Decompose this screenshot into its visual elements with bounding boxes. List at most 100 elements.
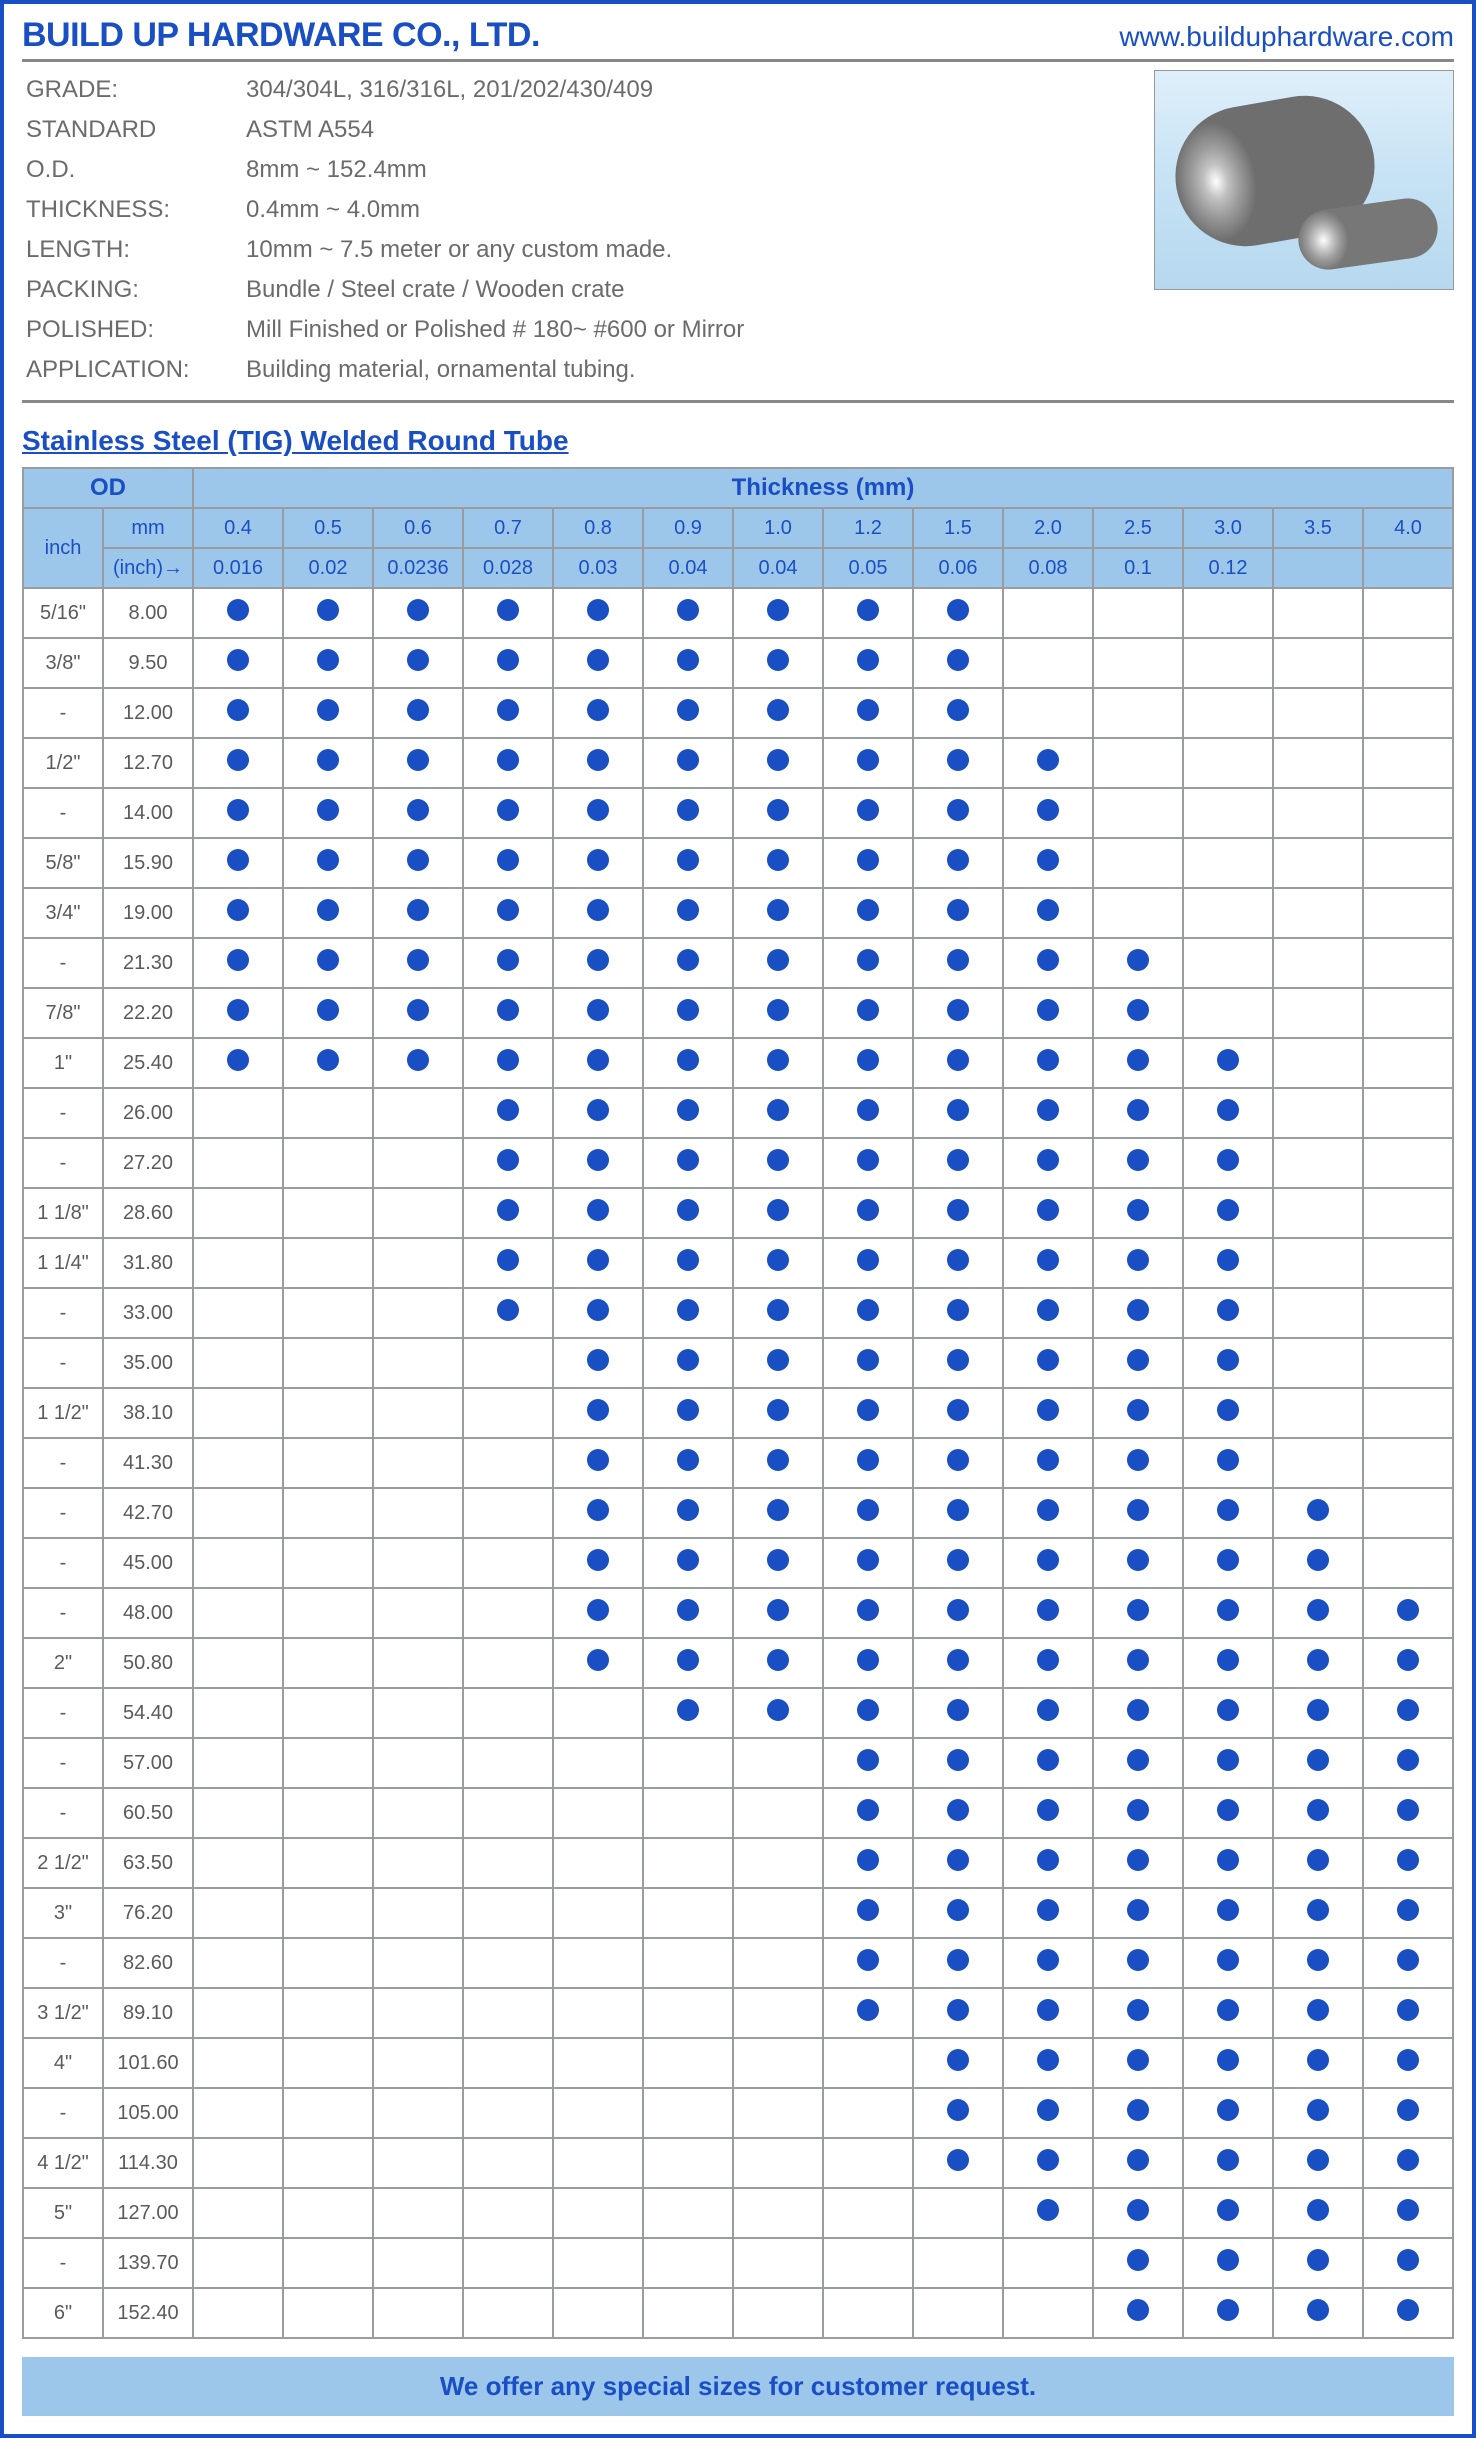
availability-dot-icon (317, 849, 339, 871)
od-mm-cell: 48.00 (103, 1588, 193, 1638)
table-row: -60.50 (23, 1788, 1453, 1838)
table-row: 3/8"9.50 (23, 638, 1453, 688)
availability-dot-icon (677, 699, 699, 721)
availability-dot-icon (1307, 1599, 1329, 1621)
availability-cell (643, 788, 733, 838)
availability-cell (553, 1238, 643, 1288)
availability-cell (193, 588, 283, 638)
availability-dot-icon (857, 1799, 879, 1821)
od-inch-cell: - (23, 788, 103, 838)
availability-cell (553, 2238, 643, 2288)
availability-dot-icon (1037, 1449, 1059, 1471)
availability-cell (733, 2088, 823, 2138)
availability-cell (1093, 988, 1183, 1038)
availability-dot-icon (947, 2049, 969, 2071)
availability-cell (463, 1338, 553, 1388)
availability-cell (463, 1788, 553, 1838)
availability-cell (553, 1138, 643, 1188)
availability-dot-icon (497, 749, 519, 771)
availability-cell (733, 1738, 823, 1788)
availability-dot-icon (857, 999, 879, 1021)
availability-dot-icon (407, 949, 429, 971)
availability-cell (553, 1838, 643, 1888)
availability-cell (193, 1038, 283, 1088)
thickness-inch-col: 0.06 (913, 548, 1003, 588)
availability-cell (283, 788, 373, 838)
availability-dot-icon (947, 899, 969, 921)
availability-cell (1003, 838, 1093, 888)
availability-dot-icon (767, 1699, 789, 1721)
od-inch-cell: 1/2" (23, 738, 103, 788)
spec-value: Bundle / Steel crate / Wooden crate (242, 270, 1134, 310)
availability-dot-icon (947, 949, 969, 971)
availability-cell (1363, 738, 1453, 788)
availability-dot-icon (947, 1549, 969, 1571)
availability-dot-icon (1127, 1799, 1149, 1821)
availability-cell (553, 1988, 643, 2038)
availability-cell (1183, 1038, 1273, 1088)
availability-cell (733, 1938, 823, 1988)
availability-dot-icon (1127, 1949, 1149, 1971)
table-row: -82.60 (23, 1938, 1453, 1988)
od-mm-cell: 27.20 (103, 1138, 193, 1188)
od-mm-cell: 57.00 (103, 1738, 193, 1788)
availability-cell (283, 1988, 373, 2038)
od-mm-cell: 82.60 (103, 1938, 193, 1988)
availability-cell (463, 838, 553, 888)
availability-cell (1093, 2238, 1183, 2288)
availability-dot-icon (317, 899, 339, 921)
availability-cell (283, 1838, 373, 1888)
availability-dot-icon (1127, 2299, 1149, 2321)
availability-cell (373, 2088, 463, 2138)
availability-dot-icon (1217, 1699, 1239, 1721)
od-inch-cell: 4" (23, 2038, 103, 2088)
availability-dot-icon (1037, 1999, 1059, 2021)
od-inch-cell: 5" (23, 2188, 103, 2238)
availability-cell (463, 1438, 553, 1488)
availability-cell (1003, 2138, 1093, 2188)
availability-cell (643, 2238, 733, 2288)
availability-cell (193, 738, 283, 788)
availability-cell (373, 1938, 463, 1988)
website-link[interactable]: www.builduphardware.com (1119, 21, 1454, 53)
availability-cell (1003, 988, 1093, 1038)
availability-cell (1003, 588, 1093, 638)
availability-cell (1183, 688, 1273, 738)
availability-cell (373, 1638, 463, 1688)
availability-cell (733, 938, 823, 988)
availability-cell (463, 1538, 553, 1588)
availability-cell (463, 2038, 553, 2088)
availability-cell (1273, 1688, 1363, 1738)
availability-dot-icon (1037, 1199, 1059, 1221)
availability-cell (1363, 2138, 1453, 2188)
od-inch-cell: - (23, 1338, 103, 1388)
availability-cell (643, 1888, 733, 1938)
table-row: -54.40 (23, 1688, 1453, 1738)
availability-cell (913, 1888, 1003, 1938)
thickness-mm-col: 1.0 (733, 508, 823, 548)
availability-cell (283, 1638, 373, 1688)
availability-cell (1363, 1838, 1453, 1888)
od-inch-cell: - (23, 2088, 103, 2138)
availability-cell (913, 788, 1003, 838)
availability-cell (913, 2138, 1003, 2188)
availability-dot-icon (857, 1349, 879, 1371)
availability-dot-icon (767, 1599, 789, 1621)
availability-cell (1093, 638, 1183, 688)
availability-dot-icon (497, 999, 519, 1021)
availability-cell (193, 2088, 283, 2138)
availability-dot-icon (677, 1099, 699, 1121)
od-inch-cell: 4 1/2" (23, 2138, 103, 2188)
availability-cell (823, 1238, 913, 1288)
availability-dot-icon (767, 999, 789, 1021)
availability-cell (733, 988, 823, 1038)
availability-dot-icon (1217, 1649, 1239, 1671)
availability-dot-icon (1037, 949, 1059, 971)
availability-cell (1273, 1388, 1363, 1438)
availability-cell (823, 1688, 913, 1738)
spec-row: THICKNESS:0.4mm ~ 4.0mm (22, 190, 1134, 230)
availability-cell (1273, 1488, 1363, 1538)
availability-cell (373, 2288, 463, 2338)
availability-cell (193, 938, 283, 988)
availability-cell (643, 588, 733, 638)
